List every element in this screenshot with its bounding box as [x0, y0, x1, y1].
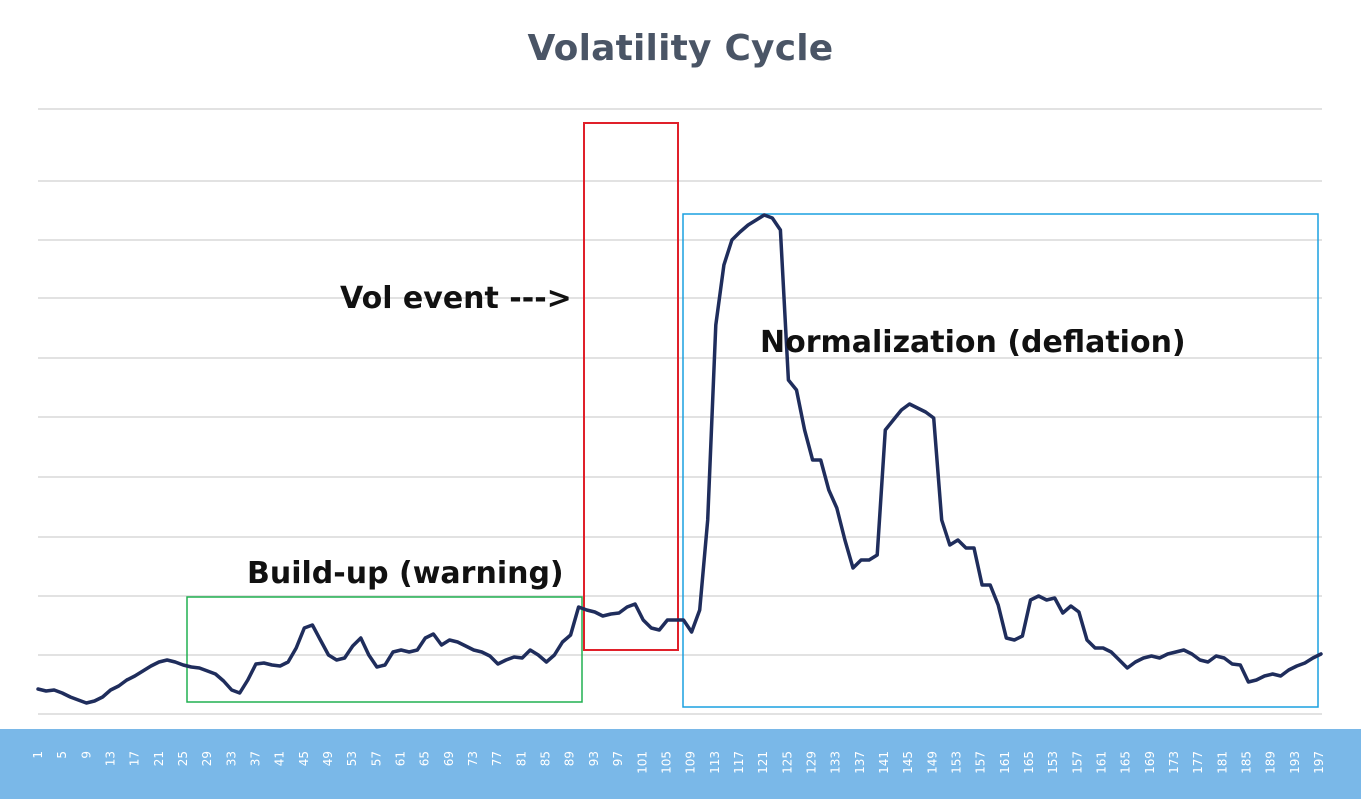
x-tick-label: 85	[539, 751, 553, 766]
annotation-build-up: Build-up (warning)	[247, 556, 564, 591]
x-tick-label: 137	[853, 751, 867, 774]
x-tick-label: 185	[1240, 751, 1254, 774]
x-tick-label: 109	[684, 751, 698, 774]
x-tick-label: 49	[321, 751, 335, 766]
annotation-vol-event: Vol event --->	[340, 281, 572, 316]
x-tick-labels: 1 5 9 13 17 21 25 29 33 37 41 45 49 53 57 61 65 69 73 77 81 8…	[31, 751, 1326, 774]
x-tick-label: 21	[152, 751, 166, 766]
x-tick-label: 117	[732, 751, 746, 774]
x-tick-label: 9	[79, 751, 93, 759]
x-tick-label: 169	[1143, 751, 1157, 774]
x-tick-label: 17	[128, 751, 142, 766]
x-tick-label: 153	[949, 751, 963, 774]
x-tick-label: 53	[345, 751, 359, 766]
x-tick-label: 177	[1191, 751, 1205, 774]
x-tick-label: 41	[273, 751, 287, 766]
x-tick-label: 97	[611, 751, 625, 766]
x-tick-label: 13	[104, 751, 118, 766]
normalization-box	[682, 213, 1319, 708]
annotation-normalization: Normalization (deflation)	[760, 325, 1186, 360]
x-tick-label: 101	[635, 751, 649, 774]
x-tick-label: 57	[369, 751, 383, 766]
x-tick-label: 161	[1094, 751, 1108, 774]
gridlines	[38, 108, 1322, 715]
x-tick-label: 129	[804, 751, 818, 774]
x-tick-label: 149	[925, 751, 939, 774]
x-tick-label: 181	[1215, 751, 1229, 774]
x-axis-band	[0, 729, 1361, 799]
x-tick-label: 25	[176, 751, 190, 766]
x-tick-label: 165	[1022, 751, 1036, 774]
x-tick-label: 5	[55, 751, 69, 759]
x-tick-label: 173	[1167, 751, 1181, 774]
x-tick-label: 121	[756, 751, 770, 774]
x-tick-label: 157	[1070, 751, 1084, 774]
x-tick-label: 157	[974, 751, 988, 774]
x-tick-label: 197	[1312, 751, 1326, 774]
x-tick-label: 133	[829, 751, 843, 774]
x-tick-label: 153	[1046, 751, 1060, 774]
x-tick-label: 145	[901, 751, 915, 774]
x-tick-label: 93	[587, 751, 601, 766]
x-tick-label: 73	[466, 751, 480, 766]
x-tick-label: 81	[514, 751, 528, 766]
build-up-box	[186, 596, 583, 703]
x-tick-label: 65	[418, 751, 432, 766]
chart-title: Volatility Cycle	[527, 28, 834, 69]
x-tick-label: 1	[31, 751, 45, 759]
x-tick-label: 69	[442, 751, 456, 766]
x-tick-label: 37	[249, 751, 263, 766]
x-tick-label: 161	[998, 751, 1012, 774]
x-tick-label: 125	[780, 751, 794, 774]
x-tick-label: 77	[490, 751, 504, 766]
x-tick-label: 189	[1264, 751, 1278, 774]
x-tick-label: 105	[659, 751, 673, 774]
series-line	[36, 213, 1323, 705]
x-tick-label: 45	[297, 751, 311, 766]
vol-event-box	[583, 122, 679, 651]
x-tick-label: 89	[563, 751, 577, 766]
x-tick-label: 193	[1288, 751, 1302, 774]
x-tick-label: 61	[394, 751, 408, 766]
x-tick-label: 165	[1119, 751, 1133, 774]
x-tick-label: 29	[200, 751, 214, 766]
x-tick-label: 113	[708, 751, 722, 774]
x-tick-label: 141	[877, 751, 891, 774]
x-tick-label: 33	[224, 751, 238, 766]
